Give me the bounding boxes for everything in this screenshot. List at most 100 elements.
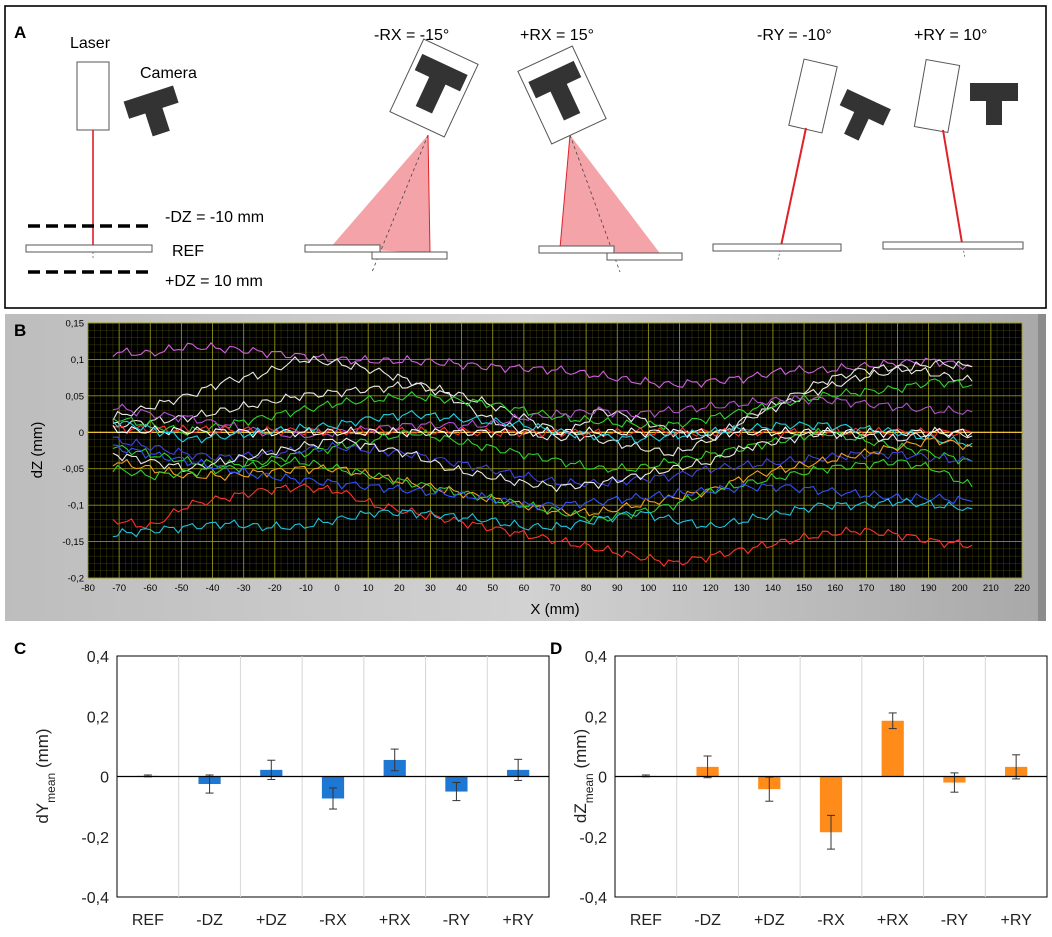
panel-b-frame-edge xyxy=(1038,314,1046,621)
x-tick-label: -80 xyxy=(81,583,95,594)
panel-a: A Laser Camera -DZ = -10 mm REF +DZ = 10… xyxy=(4,5,1047,309)
x-tick-label: -RY xyxy=(443,912,471,929)
y-tick-label: -0,05 xyxy=(62,464,84,475)
x-tick-label: 120 xyxy=(703,583,719,594)
plate-step-left xyxy=(538,245,615,254)
x-tick-label: 220 xyxy=(1014,583,1030,594)
ry-minus-label: -RY = -10° xyxy=(757,27,832,44)
ref-plate xyxy=(712,243,842,252)
y-tick-label: -0,4 xyxy=(81,890,109,907)
dz-plus-label: +DZ = 10 mm xyxy=(165,273,263,290)
x-tick-label: 10 xyxy=(363,583,374,594)
x-tick-label: +RY xyxy=(503,912,535,929)
y-tick-label: 0 xyxy=(598,770,607,787)
series-group xyxy=(112,342,973,568)
y-tick-label: 0 xyxy=(79,428,84,439)
rx-plus-label: +RX = 15° xyxy=(520,27,594,44)
x-tick-label: 170 xyxy=(858,583,874,594)
series-line-14 xyxy=(112,444,973,511)
laser-box xyxy=(76,61,110,131)
laser-beam xyxy=(780,127,807,247)
laser-beam-projection xyxy=(961,242,966,259)
x-tick-label: REF xyxy=(630,912,662,929)
bar-+RX xyxy=(881,720,904,777)
x-tick-label: 140 xyxy=(765,583,781,594)
bar--RX xyxy=(819,776,843,833)
y-axis-title-unit: (mm) xyxy=(33,728,52,772)
y-tick-label: 0,4 xyxy=(87,649,109,666)
series-line-3 xyxy=(112,359,973,457)
panel-a-letter: A xyxy=(14,23,26,42)
x-tick-label: -DZ xyxy=(694,912,721,929)
optical-axis xyxy=(371,134,429,273)
panel-c-letter: C xyxy=(14,639,26,658)
laser-fan xyxy=(330,135,430,253)
x-tick-label: 40 xyxy=(456,583,467,594)
y-tick-labels: 0,4 0,2 0 -0,2 -0,4 xyxy=(81,649,109,907)
series-line-9 xyxy=(112,427,973,473)
x-tick-label: -40 xyxy=(206,583,220,594)
rx-minus-head xyxy=(389,38,479,138)
series-line-13 xyxy=(112,456,973,524)
x-tick-label: 90 xyxy=(612,583,623,594)
x-tick-label: +DZ xyxy=(754,912,785,929)
x-tick-label: 160 xyxy=(827,583,843,594)
series-line-7 xyxy=(112,424,973,439)
y-tick-label: -0,1 xyxy=(68,501,84,512)
series-line-4 xyxy=(112,378,973,437)
camera-icon xyxy=(123,85,179,137)
y-tick-label: -0,2 xyxy=(68,574,84,585)
y-axis-title: dZ (mm) xyxy=(29,422,46,479)
plate-step-right xyxy=(606,252,683,261)
rx-minus-setup: -RX = -15° xyxy=(304,27,479,273)
y-tick-label: -0,2 xyxy=(81,830,109,847)
x-tick-label: +DZ xyxy=(256,912,287,929)
x-tick-label: 190 xyxy=(921,583,937,594)
series-line-6 xyxy=(112,424,973,438)
rx-plus-setup: +RX = 15° xyxy=(517,27,683,273)
series-line-15 xyxy=(112,483,973,568)
plate-step-right xyxy=(371,251,448,260)
camera-label: Camera xyxy=(140,65,197,82)
panel-d: D 0,40,20-0,2-0,4 REF -DZ +DZ -RX +RX -RY +RY … xyxy=(550,639,1048,929)
x-tick-label: REF xyxy=(132,912,164,929)
laser-beam xyxy=(942,129,963,244)
y-tick-label: -0,2 xyxy=(579,830,607,847)
x-tick-label: +RX xyxy=(379,912,411,929)
y-tick-label: 0,15 xyxy=(66,319,85,330)
bars-group xyxy=(117,748,549,810)
ry-plus-setup: +RY = 10° xyxy=(882,27,1024,259)
x-tick-label: 110 xyxy=(672,583,687,594)
x-tick-label: 80 xyxy=(581,583,592,594)
y-tick-labels: 0,4 0,2 0 -0,2 -0,4 xyxy=(579,649,607,907)
y-tick-labels: 0,15 0,1 0,05 0 -0,05 -0,1 -0,15 -0,2 xyxy=(62,319,84,585)
x-tick-label: -30 xyxy=(237,583,251,594)
series-line-5 xyxy=(112,394,973,439)
plate-step-left xyxy=(304,244,381,253)
x-axis-title: X (mm) xyxy=(530,601,579,618)
x-tick-label: 0 xyxy=(334,583,339,594)
panel-d-letter: D xyxy=(550,639,562,658)
panel-b: B 0,150,10,050-0,05-0,1-0,15-0,2 -80 -70-… xyxy=(5,314,1046,621)
y-tick-label: 0,05 xyxy=(66,391,85,402)
x-tick-labels: REF -DZ +DZ -RX +RX -RY +RY xyxy=(132,912,534,929)
x-tick-label: 200 xyxy=(952,583,968,594)
y-axis-title-sub: mean xyxy=(582,773,596,803)
x-tick-label: -70 xyxy=(112,583,126,594)
x-tick-label: -RX xyxy=(319,912,347,929)
y-tick-label: -0,4 xyxy=(579,890,607,907)
x-tick-label: 130 xyxy=(734,583,750,594)
ry-minus-setup: -RY = -10° xyxy=(712,27,891,261)
ref-setup: Laser Camera -DZ = -10 mm REF +DZ = 10 m… xyxy=(25,35,264,290)
y-axis-title-sub: mean xyxy=(44,773,58,803)
series-line-1 xyxy=(112,342,973,389)
series-line-11 xyxy=(112,426,973,493)
x-tick-label: -20 xyxy=(268,583,282,594)
x-tick-label: -DZ xyxy=(196,912,223,929)
panel-c: C 0,40,20-0,2-0,4 REF -DZ +DZ -RX +RX -RY +RY … xyxy=(14,639,550,929)
camera-icon xyxy=(970,83,1018,125)
x-tick-label: 180 xyxy=(890,583,906,594)
ref-plate xyxy=(882,241,1024,250)
laser-fan xyxy=(560,135,662,256)
y-axis-title-unit: (mm) xyxy=(571,729,590,773)
